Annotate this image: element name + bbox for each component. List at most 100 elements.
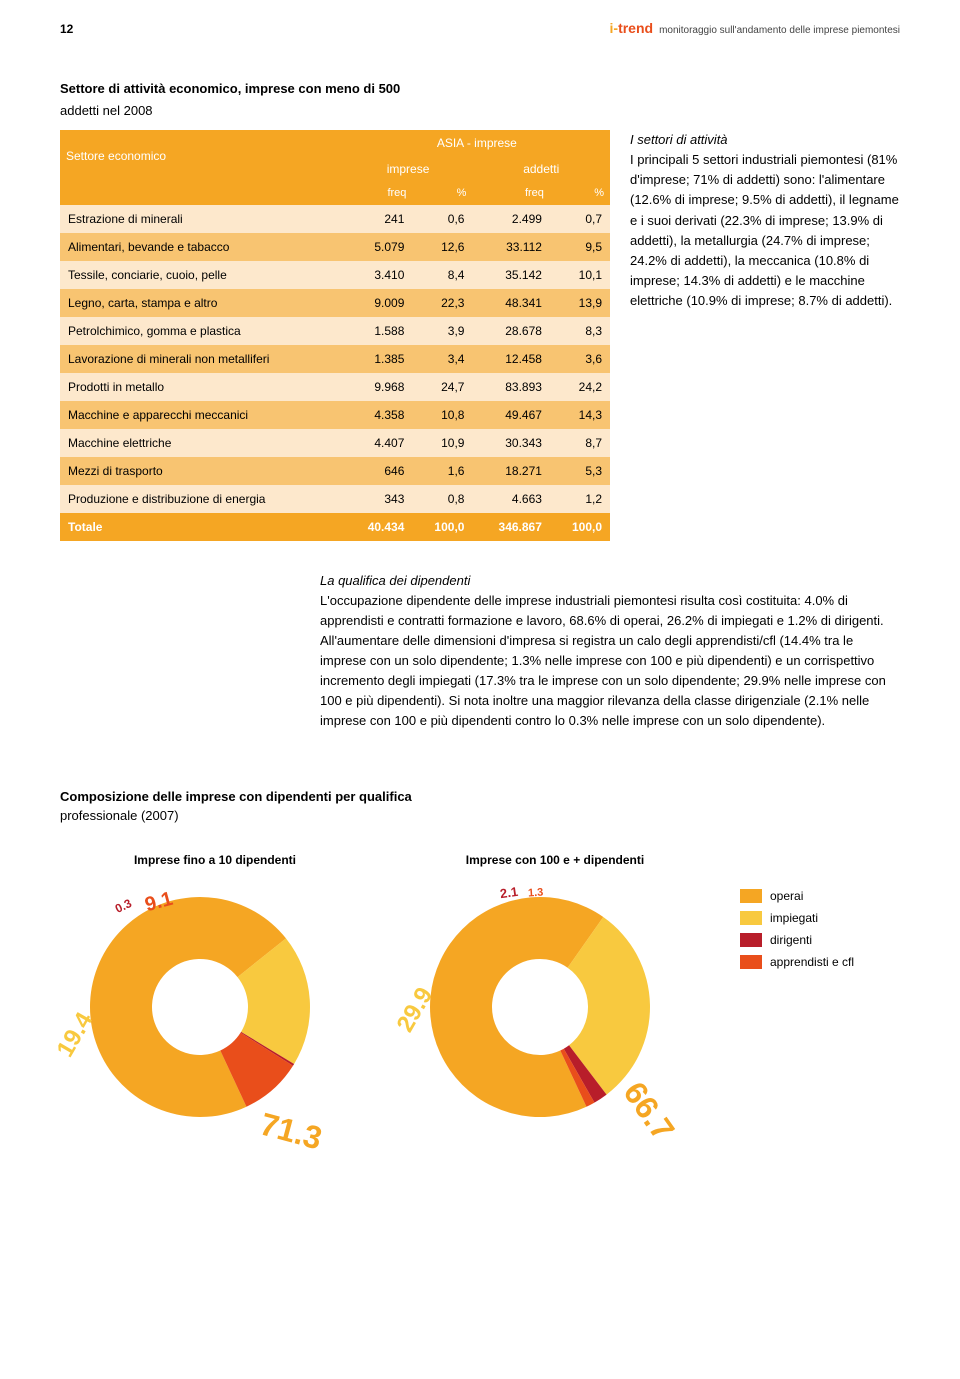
main-row: Settore economico ASIA - imprese imprese… — [60, 130, 900, 541]
cell: 28.678 — [472, 317, 549, 345]
cell: Totale — [60, 513, 344, 541]
cell: 346.867 — [472, 513, 549, 541]
cell: 83.893 — [472, 373, 549, 401]
chart-section-title: Composizione delle imprese con dipendent… — [60, 787, 900, 807]
side-text: I settori di attività I principali 5 set… — [630, 130, 900, 311]
cell: 8,4 — [412, 261, 472, 289]
cell: 30.343 — [472, 429, 549, 457]
cell: 12,6 — [412, 233, 472, 261]
cell: 4.663 — [472, 485, 549, 513]
th-freq2: freq — [472, 182, 549, 205]
pct-label: 1.3 — [527, 884, 543, 902]
page-number: 12 — [60, 20, 73, 38]
cell: 40.434 — [344, 513, 413, 541]
cell: 9,5 — [550, 233, 610, 261]
legend-swatch — [740, 933, 762, 947]
logo-trend: trend — [618, 20, 653, 36]
cell: 10,8 — [412, 401, 472, 429]
table-row: Macchine e apparecchi meccanici4.35810,8… — [60, 401, 610, 429]
table-row: Lavorazione di minerali non metalliferi1… — [60, 345, 610, 373]
para-block: La qualifica dei dipendenti L'occupazion… — [320, 571, 900, 732]
th-pct1: % — [412, 182, 472, 205]
cell: Petrolchimico, gomma e plastica — [60, 317, 344, 345]
cell: 10,1 — [550, 261, 610, 289]
charts-row: Imprese fino a 10 dipendenti 71.319.40.3… — [60, 851, 900, 1137]
cell: 12.458 — [472, 345, 549, 373]
th-sector: Settore economico — [60, 130, 344, 182]
cell: 13,9 — [550, 289, 610, 317]
logo-i: i- — [610, 20, 619, 36]
cell: 14,3 — [550, 401, 610, 429]
cell: 9.009 — [344, 289, 413, 317]
chart-legend: operai impiegati dirigenti apprendisti e cf… — [740, 887, 854, 975]
chart-section-sub: professionale (2007) — [60, 806, 900, 826]
cell: 5,3 — [550, 457, 610, 485]
header-subtitle: monitoraggio sull'andamento delle impres… — [659, 23, 900, 38]
cell: 49.467 — [472, 401, 549, 429]
cell: Macchine elettriche — [60, 429, 344, 457]
th-super: ASIA - imprese — [344, 130, 610, 156]
cell: 24,2 — [550, 373, 610, 401]
cell: Tessile, conciarie, cuoio, pelle — [60, 261, 344, 289]
side-body: I principali 5 settori industriali piemo… — [630, 152, 899, 308]
cell: 343 — [344, 485, 413, 513]
side-heading: I settori di attività — [630, 132, 728, 147]
cell: 1.385 — [344, 345, 413, 373]
legend-swatch — [740, 911, 762, 925]
legend-label: impiegati — [770, 909, 818, 927]
cell: Mezzi di trasporto — [60, 457, 344, 485]
cell: Produzione e distribuzione di energia — [60, 485, 344, 513]
donut-chart-1: 71.319.40.39.1 — [60, 877, 350, 1137]
cell: 1,6 — [412, 457, 472, 485]
cell: 35.142 — [472, 261, 549, 289]
legend-row: dirigenti — [740, 931, 854, 949]
legend-row: operai — [740, 887, 854, 905]
cell: 8,7 — [550, 429, 610, 457]
legend-label: operai — [770, 887, 803, 905]
cell: 3,9 — [412, 317, 472, 345]
table-row: Estrazione di minerali2410,62.4990,7 — [60, 205, 610, 233]
sector-table: Settore economico ASIA - imprese imprese… — [60, 130, 610, 541]
cell: Legno, carta, stampa e altro — [60, 289, 344, 317]
cell: 33.112 — [472, 233, 549, 261]
table-row: Produzione e distribuzione di energia343… — [60, 485, 610, 513]
legend-label: apprendisti e cfl — [770, 953, 854, 971]
cell: 8,3 — [550, 317, 610, 345]
table-row: Macchine elettriche4.40710,930.3438,7 — [60, 429, 610, 457]
cell: 100,0 — [412, 513, 472, 541]
cell: 646 — [344, 457, 413, 485]
cell: 2.499 — [472, 205, 549, 233]
legend-swatch — [740, 889, 762, 903]
logo: i-trend — [610, 18, 654, 39]
donut-chart-2: 66.729.92.11.3 — [400, 877, 690, 1137]
chart2-title: Imprese con 100 e + dipendenti — [400, 851, 710, 869]
cell: 10,9 — [412, 429, 472, 457]
cell: 241 — [344, 205, 413, 233]
chart1-title: Imprese fino a 10 dipendenti — [60, 851, 370, 869]
cell: 4.358 — [344, 401, 413, 429]
cell: 3.410 — [344, 261, 413, 289]
cell: 48.341 — [472, 289, 549, 317]
legend-row: impiegati — [740, 909, 854, 927]
para-body: L'occupazione dipendente delle imprese i… — [320, 593, 886, 729]
th-pct2: % — [550, 182, 610, 205]
page-header: 12 i-trend monitoraggio sull'andamento d… — [0, 0, 960, 39]
legend-row: apprendisti e cfl — [740, 953, 854, 971]
pct-label: 2.1 — [499, 881, 520, 903]
table-total-row: Totale40.434100,0346.867100,0 — [60, 513, 610, 541]
chart1-box: Imprese fino a 10 dipendenti 71.319.40.3… — [60, 851, 370, 1137]
th-freq1: freq — [344, 182, 413, 205]
cell: Prodotti in metallo — [60, 373, 344, 401]
cell: 22,3 — [412, 289, 472, 317]
table-row: Petrolchimico, gomma e plastica1.5883,92… — [60, 317, 610, 345]
cell: 5.079 — [344, 233, 413, 261]
th-imprese: imprese — [344, 156, 473, 182]
table-wrap: Settore economico ASIA - imprese imprese… — [60, 130, 610, 541]
donut-svg — [60, 877, 350, 1137]
cell: 9.968 — [344, 373, 413, 401]
header-right: i-trend monitoraggio sull'andamento dell… — [610, 18, 901, 39]
table-row: Alimentari, bevande e tabacco5.07912,633… — [60, 233, 610, 261]
table-subtitle: addetti nel 2008 — [60, 101, 900, 121]
table-row: Mezzi di trasporto6461,618.2715,3 — [60, 457, 610, 485]
table-title: Settore di attività economico, imprese c… — [60, 79, 900, 99]
